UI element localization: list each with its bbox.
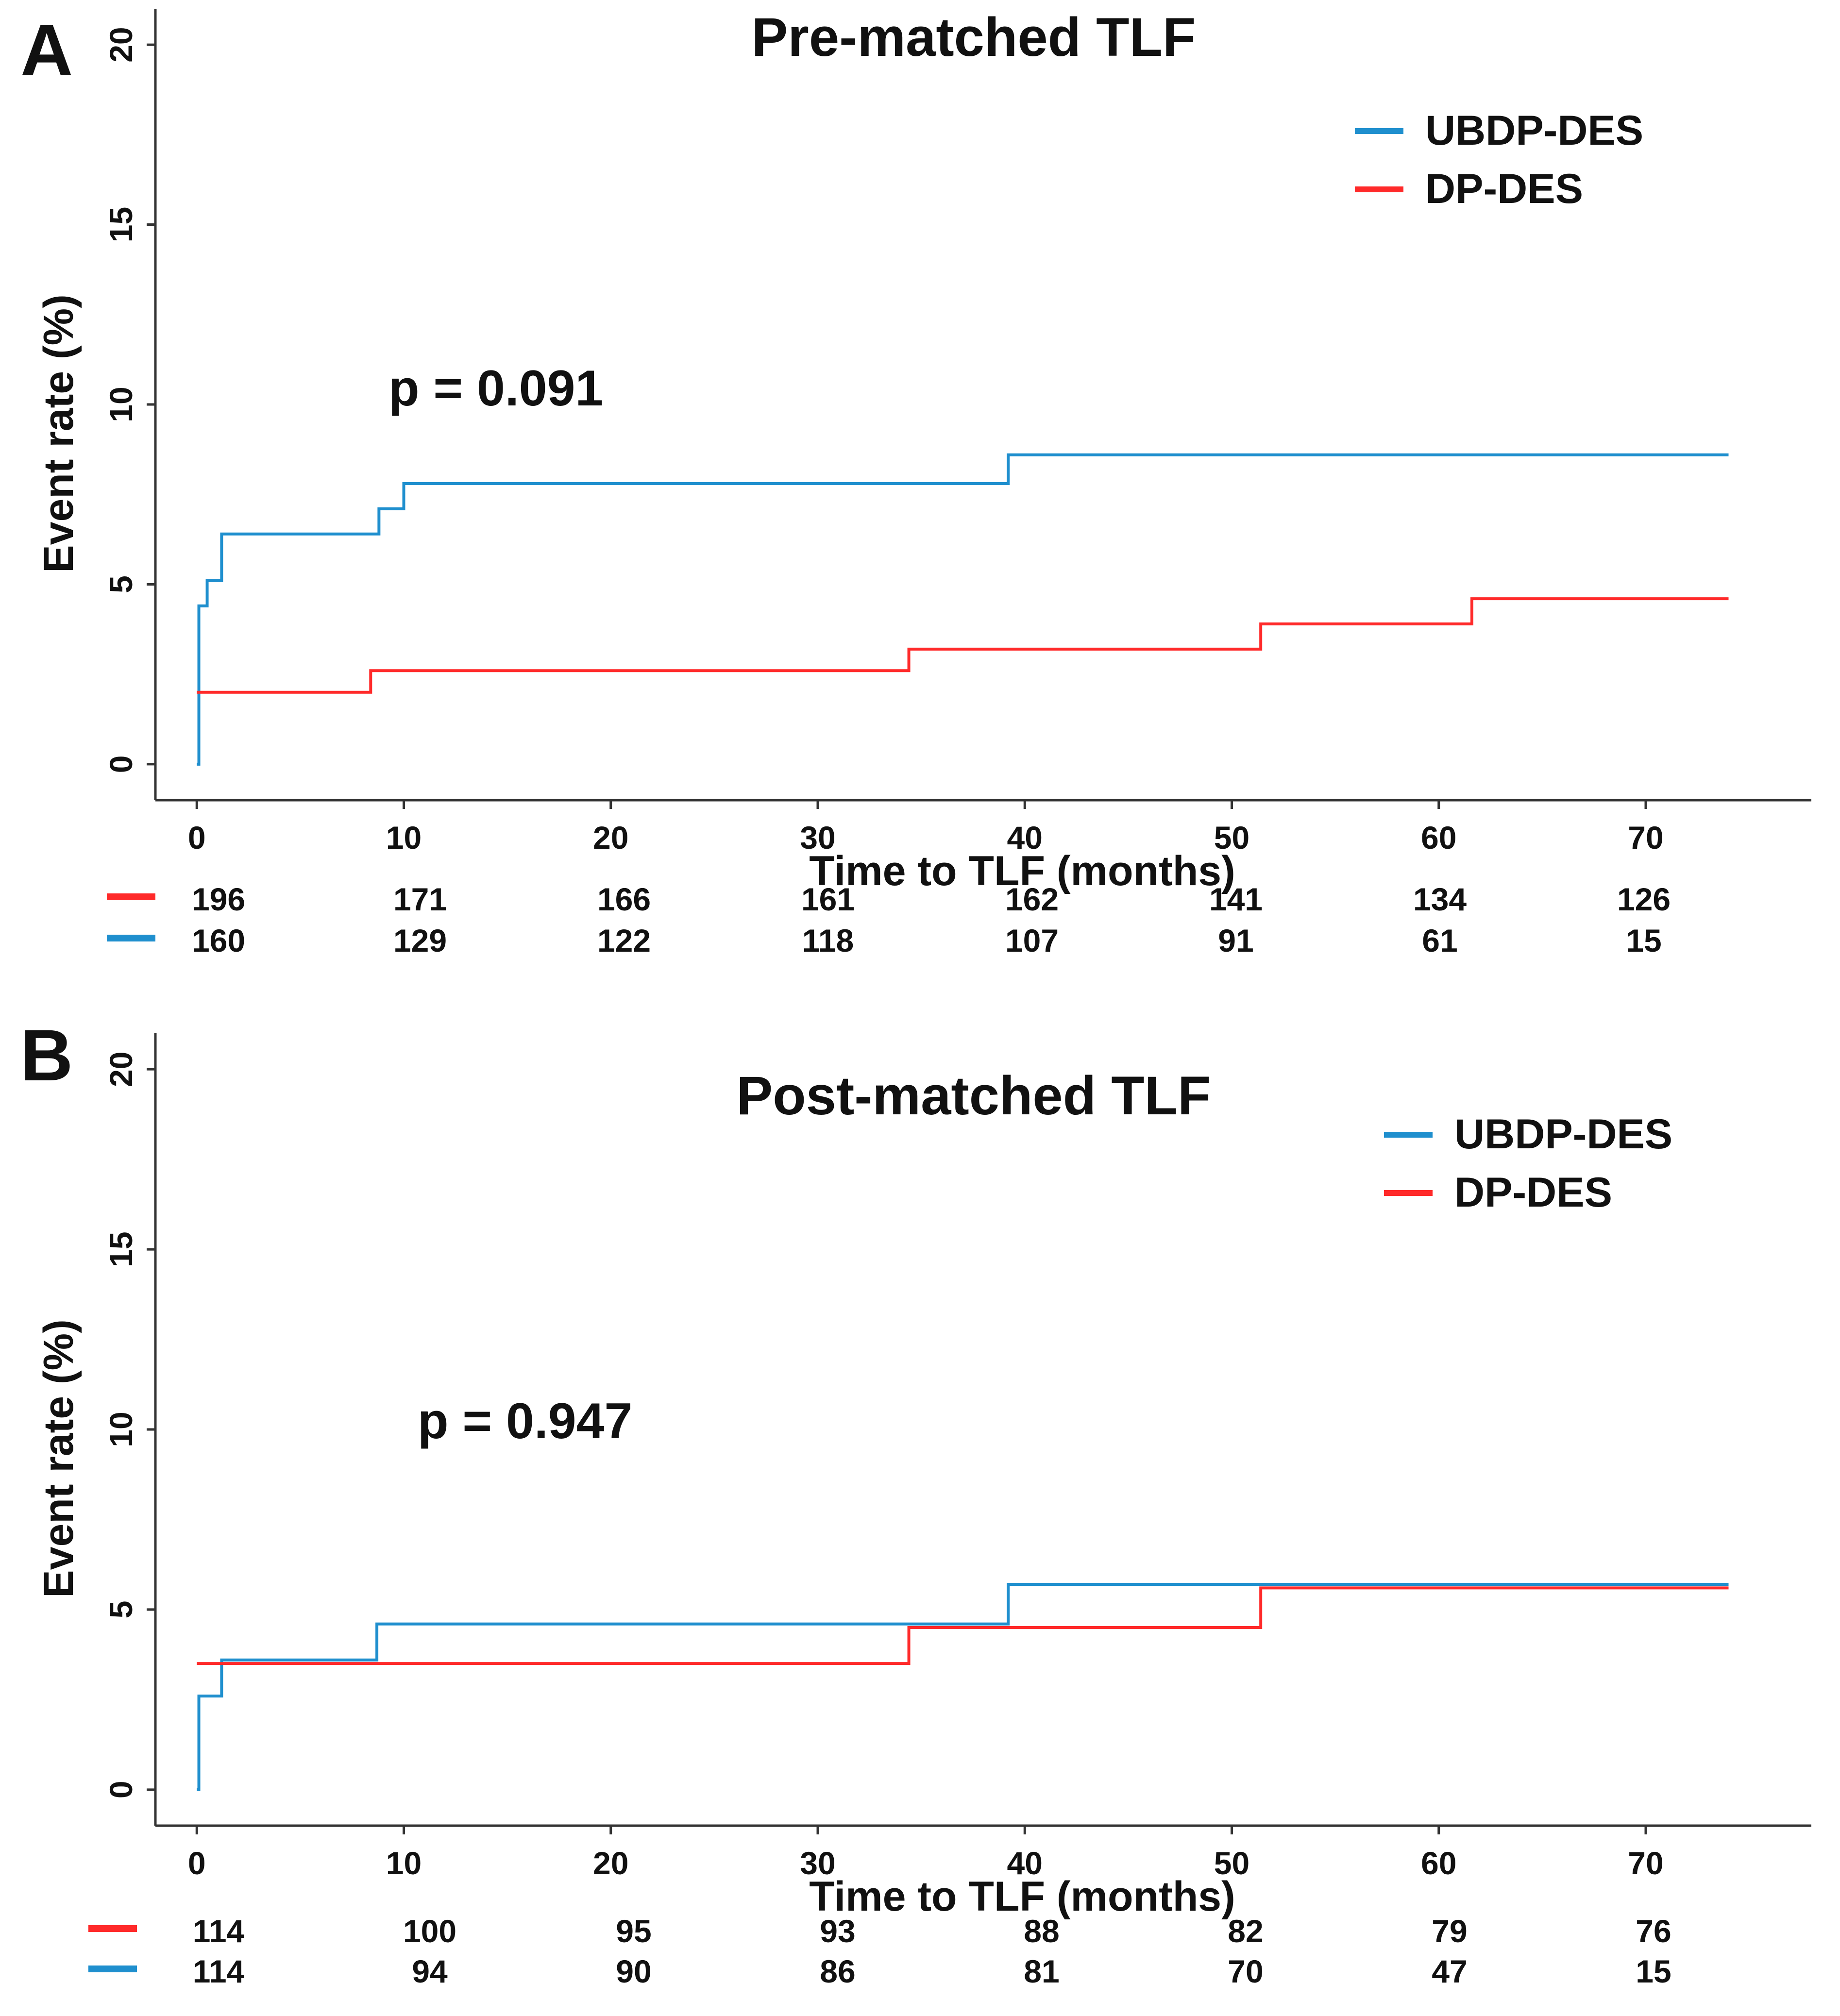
chart-title: Pre-matched TLF <box>752 7 1196 67</box>
panel-a: A Pre-matched TLF 0 5 10 15 20 0 10 20 30 40 50 60 70 T… <box>20 7 1811 958</box>
legend-label-dp-des: DP-DES <box>1454 1169 1612 1216</box>
risk-table-cell: 94 <box>412 1953 448 1989</box>
x-tick-label: 50 <box>1214 1845 1249 1881</box>
panel-letter: B <box>20 1014 73 1096</box>
risk-table-cell: 91 <box>1218 923 1253 958</box>
risk-table-cell: 15 <box>1626 923 1661 958</box>
y-axis-label: Event rate (%) <box>35 1319 82 1598</box>
x-axis-label: Time to TLF (months) <box>809 848 1235 894</box>
y-tick-label: 10 <box>103 386 139 422</box>
x-tick-label: 30 <box>800 1845 835 1881</box>
legend-label-ubdp-des: UBDP-DES <box>1425 107 1643 154</box>
x-tick-label: 40 <box>1007 1845 1043 1881</box>
risk-table-cell: 70 <box>1228 1953 1263 1989</box>
x-tick-label: 40 <box>1007 820 1043 856</box>
series-line-ubdp-des <box>197 453 1729 766</box>
y-tick-label: 20 <box>103 27 139 62</box>
panel-letter: A <box>20 9 73 91</box>
legend-label-dp-des: DP-DES <box>1425 166 1583 212</box>
risk-table-cell: 88 <box>1024 1913 1059 1949</box>
x-tick-label: 20 <box>593 820 628 856</box>
risk-table-cell: 93 <box>820 1913 855 1949</box>
y-axis-label: Event rate (%) <box>35 294 82 573</box>
risk-table-cell: 171 <box>393 881 447 917</box>
panel-b: B Post-matched TLF 0 5 10 15 20 0 10 20 30 40 50 60 70… <box>20 1014 1811 1989</box>
risk-table-cell: 15 <box>1636 1953 1671 1989</box>
y-tick-label: 0 <box>103 756 139 773</box>
risk-table-cell: 160 <box>192 923 245 958</box>
risk-table-cell: 95 <box>616 1913 651 1949</box>
risk-table-cell: 81 <box>1024 1953 1059 1989</box>
x-tick-label: 10 <box>386 820 422 856</box>
y-tick-label: 15 <box>103 1231 139 1267</box>
risk-table-cell: 122 <box>597 923 651 958</box>
p-value-annotation: p = 0.091 <box>388 360 603 417</box>
risk-table-cell: 141 <box>1209 881 1263 917</box>
risk-table-cell: 76 <box>1636 1913 1671 1949</box>
x-axis-label: Time to TLF (months) <box>809 1873 1235 1920</box>
chart-title: Post-matched TLF <box>737 1065 1211 1126</box>
x-tick-label: 0 <box>188 820 206 856</box>
risk-table-cell: 118 <box>802 923 854 958</box>
risk-table-cell: 166 <box>597 881 651 917</box>
risk-table-cell: 90 <box>616 1953 651 1989</box>
risk-table-cell: 114 <box>193 1913 245 1949</box>
y-tick-label: 0 <box>103 1781 139 1798</box>
y-tick-label: 20 <box>103 1051 139 1087</box>
risk-table-cell: 129 <box>393 923 447 958</box>
y-tick-label: 10 <box>103 1411 139 1447</box>
risk-table-cell: 107 <box>1005 923 1059 958</box>
x-tick-label: 70 <box>1628 820 1663 856</box>
x-tick-label: 0 <box>188 1845 206 1881</box>
series-line-ubdp-des <box>197 1582 1729 1791</box>
x-tick-label: 60 <box>1421 1845 1456 1881</box>
legend-label-ubdp-des: UBDP-DES <box>1454 1111 1672 1158</box>
risk-table-cell: 86 <box>820 1953 855 1989</box>
risk-table-cell: 82 <box>1228 1913 1263 1949</box>
x-tick-label: 20 <box>593 1845 628 1881</box>
risk-table-cell: 100 <box>403 1913 456 1949</box>
x-tick-label: 10 <box>386 1845 422 1881</box>
y-tick-label: 5 <box>103 1601 139 1619</box>
x-tick-label: 70 <box>1628 1845 1663 1881</box>
risk-table-cell: 126 <box>1617 881 1671 917</box>
risk-table-cell: 196 <box>192 881 245 917</box>
x-tick-label: 50 <box>1214 820 1249 856</box>
risk-table-cell: 162 <box>1005 881 1059 917</box>
y-tick-label: 5 <box>103 575 139 593</box>
series-line-dp-des <box>197 597 1729 694</box>
risk-table-cell: 61 <box>1422 923 1457 958</box>
x-tick-label: 60 <box>1421 820 1456 856</box>
x-tick-label: 30 <box>800 820 835 856</box>
y-tick-label: 15 <box>103 207 139 242</box>
p-value-annotation: p = 0.947 <box>418 1393 632 1449</box>
risk-table-cell: 47 <box>1432 1953 1467 1989</box>
series-line-dp-des <box>197 1586 1729 1665</box>
risk-table-cell: 114 <box>193 1953 245 1989</box>
risk-table-cell: 79 <box>1432 1913 1467 1949</box>
risk-table-cell: 134 <box>1413 881 1467 917</box>
risk-table-cell: 161 <box>801 881 855 917</box>
